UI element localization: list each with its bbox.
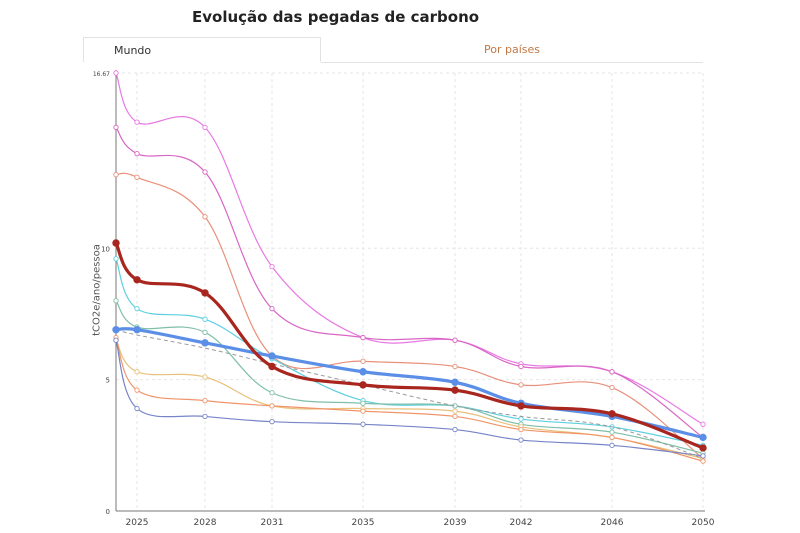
data-point [133, 326, 141, 334]
tab-por-paises[interactable]: Por países [321, 37, 703, 63]
data-point [518, 437, 524, 443]
x-tick-label: 2028 [194, 518, 217, 528]
data-point [518, 363, 524, 370]
data-point [134, 387, 140, 393]
data-point [269, 306, 275, 312]
data-point [268, 362, 276, 371]
data-point [360, 358, 366, 364]
x-tick-label: 2031 [261, 518, 284, 528]
data-point [201, 339, 209, 347]
series-line [115, 337, 704, 462]
data-point [134, 405, 140, 412]
data-point [609, 429, 615, 435]
data-point [452, 413, 458, 420]
data-point [360, 408, 366, 414]
data-point [113, 256, 119, 262]
data-point [113, 70, 119, 76]
tab-bar: Mundo Por países [83, 37, 703, 63]
data-point [113, 337, 119, 343]
x-tick-label: 2050 [692, 518, 715, 528]
data-point [268, 352, 276, 360]
data-point [134, 369, 140, 375]
data-point [202, 413, 208, 420]
tab-mundo[interactable]: Mundo [83, 37, 321, 62]
data-point [202, 214, 208, 220]
data-point [202, 316, 208, 322]
data-point [360, 421, 366, 427]
data-point [609, 442, 615, 448]
data-point [518, 426, 524, 433]
chart-title: Evolução das pegadas de carbono [192, 8, 480, 26]
data-point [609, 384, 615, 391]
y-tick-label: 10 [101, 245, 110, 253]
data-point [269, 263, 275, 270]
data-point [360, 400, 366, 406]
data-point [360, 334, 366, 341]
x-tick-label: 2039 [444, 518, 467, 528]
data-point [133, 276, 141, 284]
y-tick-label: 16.67 [93, 71, 110, 78]
series-line [115, 329, 704, 459]
data-point [609, 434, 615, 441]
data-point [113, 298, 119, 304]
data-point [359, 368, 367, 376]
data-point [518, 382, 524, 388]
data-point [518, 416, 524, 422]
data-point [608, 410, 616, 418]
data-point [451, 378, 459, 386]
x-tick-label: 2035 [352, 518, 375, 528]
data-point [134, 306, 140, 312]
data-point [113, 172, 119, 178]
data-point [699, 433, 707, 442]
x-tick-label: 2025 [126, 518, 149, 528]
data-point [134, 119, 140, 125]
data-point [269, 390, 275, 396]
data-point [201, 289, 209, 297]
data-point [700, 458, 706, 464]
x-tick-label: 2042 [510, 518, 533, 528]
y-tick-label: 0 [106, 508, 110, 516]
y-tick-label: 5 [106, 377, 110, 385]
data-point [134, 174, 140, 180]
data-point [452, 337, 458, 343]
data-point [134, 151, 140, 157]
data-point [202, 124, 208, 131]
data-point [359, 381, 367, 389]
data-point [202, 169, 208, 175]
data-point [452, 408, 458, 414]
data-point [452, 426, 458, 433]
data-point [269, 419, 275, 425]
series-line [115, 327, 704, 439]
data-point [451, 386, 459, 394]
data-point [112, 326, 120, 334]
data-point [202, 329, 208, 335]
data-point [699, 444, 707, 452]
data-point [517, 402, 525, 410]
data-point [269, 403, 275, 409]
data-point [452, 363, 458, 370]
data-point [113, 124, 119, 131]
data-point [202, 397, 208, 404]
data-point [112, 239, 120, 247]
data-point [609, 369, 615, 375]
data-point [202, 374, 208, 380]
data-point [700, 453, 706, 459]
data-point [700, 421, 706, 427]
x-tick-label: 2046 [601, 518, 624, 528]
